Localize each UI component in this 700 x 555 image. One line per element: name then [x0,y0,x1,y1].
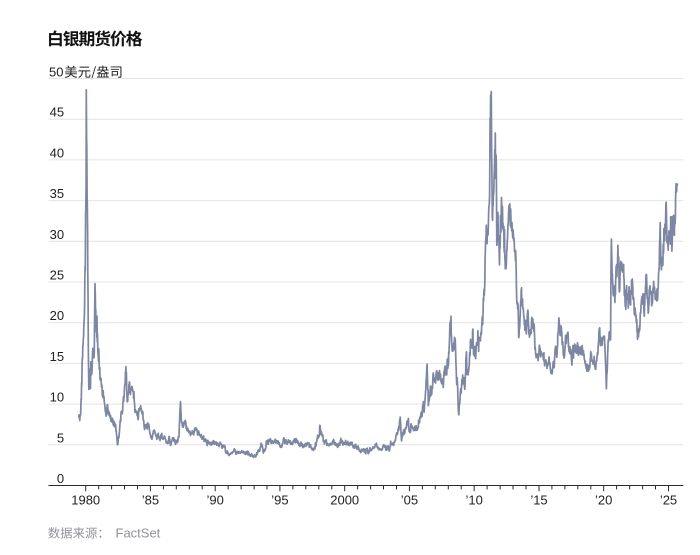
svg-text:35: 35 [50,186,64,201]
svg-text:’95: ’95 [271,492,288,507]
svg-text:50: 50 [49,65,63,80]
svg-text:’05: ’05 [401,492,418,507]
svg-text:’20: ’20 [595,492,612,507]
svg-text:1980: 1980 [71,492,100,507]
svg-text:5: 5 [57,430,64,445]
svg-text:10: 10 [50,390,64,405]
svg-text:’25: ’25 [660,492,677,507]
svg-text:’90: ’90 [207,492,224,507]
svg-text:FactSet: FactSet [116,526,161,541]
svg-text:45: 45 [50,105,64,120]
svg-text:20: 20 [50,308,64,323]
svg-text:15: 15 [50,349,64,364]
svg-text:’10: ’10 [466,492,483,507]
svg-text:2000: 2000 [330,492,359,507]
svg-text:40: 40 [50,145,64,160]
svg-text:0: 0 [57,471,64,486]
svg-text:25: 25 [50,268,64,283]
svg-text:’85: ’85 [142,492,159,507]
svg-text:30: 30 [50,227,64,242]
svg-text:’15: ’15 [530,492,547,507]
